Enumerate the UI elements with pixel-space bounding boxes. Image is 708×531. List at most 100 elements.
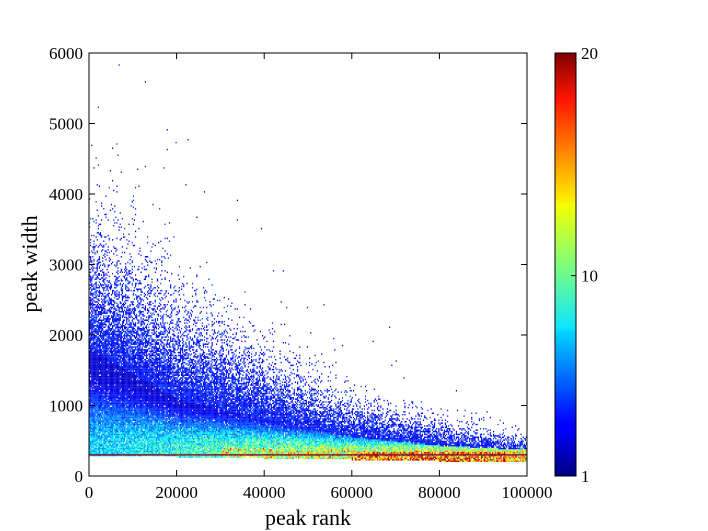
heatmap-cell bbox=[101, 427, 102, 428]
heatmap-cell bbox=[114, 379, 115, 380]
heatmap-cell bbox=[102, 322, 103, 323]
heatmap-cell bbox=[93, 367, 94, 368]
heatmap-cell bbox=[121, 410, 122, 411]
heatmap-cell bbox=[119, 318, 120, 319]
heatmap-cell bbox=[93, 308, 94, 309]
heatmap-cell bbox=[96, 424, 97, 425]
heatmap-cell bbox=[96, 448, 97, 449]
heatmap-cell bbox=[103, 398, 104, 399]
heatmap-cell bbox=[100, 370, 101, 371]
heatmap-cell bbox=[104, 335, 105, 336]
heatmap-cell bbox=[93, 414, 94, 415]
heatmap-cell bbox=[113, 424, 114, 425]
heatmap-cell bbox=[119, 64, 120, 65]
heatmap-cell bbox=[101, 374, 102, 375]
heatmap-cell bbox=[103, 296, 104, 297]
heatmap-cell bbox=[96, 406, 97, 407]
heatmap-cell bbox=[109, 389, 110, 390]
heatmap-cell bbox=[113, 379, 114, 380]
heatmap-cell bbox=[120, 301, 121, 302]
heatmap-cell bbox=[91, 446, 92, 447]
heatmap-cell bbox=[115, 296, 116, 297]
heatmap-cell bbox=[117, 267, 118, 268]
heatmap-cell bbox=[114, 265, 115, 266]
heatmap-cell bbox=[115, 441, 116, 442]
heatmap-cell bbox=[117, 403, 118, 404]
heatmap-cell bbox=[96, 400, 97, 401]
heatmap-cell bbox=[119, 351, 120, 352]
heatmap-cell bbox=[90, 257, 91, 258]
heatmap-cell bbox=[119, 448, 120, 449]
heatmap-cell bbox=[120, 404, 121, 405]
heatmap-cell bbox=[115, 396, 116, 397]
heatmap-cell bbox=[91, 352, 92, 353]
heatmap-cell bbox=[100, 363, 101, 364]
heatmap-cell bbox=[107, 286, 108, 287]
heatmap-cell bbox=[115, 358, 116, 359]
heatmap-cell bbox=[107, 321, 108, 322]
heatmap-cell bbox=[102, 310, 103, 311]
heatmap-cell bbox=[97, 444, 98, 445]
heatmap-cell bbox=[110, 431, 111, 432]
heatmap-cell bbox=[115, 360, 116, 361]
heatmap-cell bbox=[94, 452, 95, 453]
heatmap-cell bbox=[121, 345, 122, 346]
heatmap-cell bbox=[108, 435, 109, 436]
heatmap-cell bbox=[121, 349, 122, 350]
heatmap-cell bbox=[113, 376, 114, 377]
heatmap-cell bbox=[112, 432, 113, 433]
heatmap-cell bbox=[121, 452, 122, 453]
heatmap-cell bbox=[121, 367, 122, 368]
heatmap-cell bbox=[108, 418, 109, 419]
heatmap-cell bbox=[100, 291, 101, 292]
heatmap-cell bbox=[109, 386, 110, 387]
heatmap-cell bbox=[100, 373, 101, 374]
heatmap-cell bbox=[114, 452, 115, 453]
heatmap-cell bbox=[94, 367, 95, 368]
heatmap-cell bbox=[105, 437, 106, 438]
heatmap-cell bbox=[96, 428, 97, 429]
heatmap-cell bbox=[101, 219, 102, 220]
heatmap-cell bbox=[99, 439, 100, 440]
heatmap-cell bbox=[109, 432, 110, 433]
heatmap-cell bbox=[96, 329, 97, 330]
heatmap-cell bbox=[119, 291, 120, 292]
heatmap-cell bbox=[112, 446, 113, 447]
heatmap-cell bbox=[98, 345, 99, 346]
heatmap-cell bbox=[109, 442, 110, 443]
heatmap-cell bbox=[92, 359, 93, 360]
heatmap-cell bbox=[101, 382, 102, 383]
heatmap-cell bbox=[108, 370, 109, 371]
heatmap-cell bbox=[116, 452, 117, 453]
heatmap-cell bbox=[93, 369, 94, 370]
heatmap-cell bbox=[104, 389, 105, 390]
heatmap-cell bbox=[104, 353, 105, 354]
heatmap-cell bbox=[92, 391, 93, 392]
heatmap-cell bbox=[97, 442, 98, 443]
heatmap-cell bbox=[114, 427, 115, 428]
heatmap-cell bbox=[104, 360, 105, 361]
heatmap-cell bbox=[111, 284, 112, 285]
heatmap-cell bbox=[98, 358, 99, 359]
heatmap-cell bbox=[97, 373, 98, 374]
heatmap-cell bbox=[94, 418, 95, 419]
heatmap-cell bbox=[101, 367, 102, 368]
heatmap-cell bbox=[117, 219, 118, 220]
heatmap-cell bbox=[109, 449, 110, 450]
heatmap-cell bbox=[104, 451, 105, 452]
heatmap-cell bbox=[117, 448, 118, 449]
heatmap-cell bbox=[107, 331, 108, 332]
heatmap-cell bbox=[113, 435, 114, 436]
heatmap-cell bbox=[116, 438, 117, 439]
heatmap-cell bbox=[105, 325, 106, 326]
heatmap-cell bbox=[101, 329, 102, 330]
heatmap-cell bbox=[99, 296, 100, 297]
heatmap-cell bbox=[96, 441, 97, 442]
heatmap-cell bbox=[112, 147, 113, 148]
heatmap-cell bbox=[115, 434, 116, 435]
heatmap-cell bbox=[115, 334, 116, 335]
heatmap-cell bbox=[104, 346, 105, 347]
heatmap-cell bbox=[90, 446, 91, 447]
heatmap-cell bbox=[116, 365, 117, 366]
